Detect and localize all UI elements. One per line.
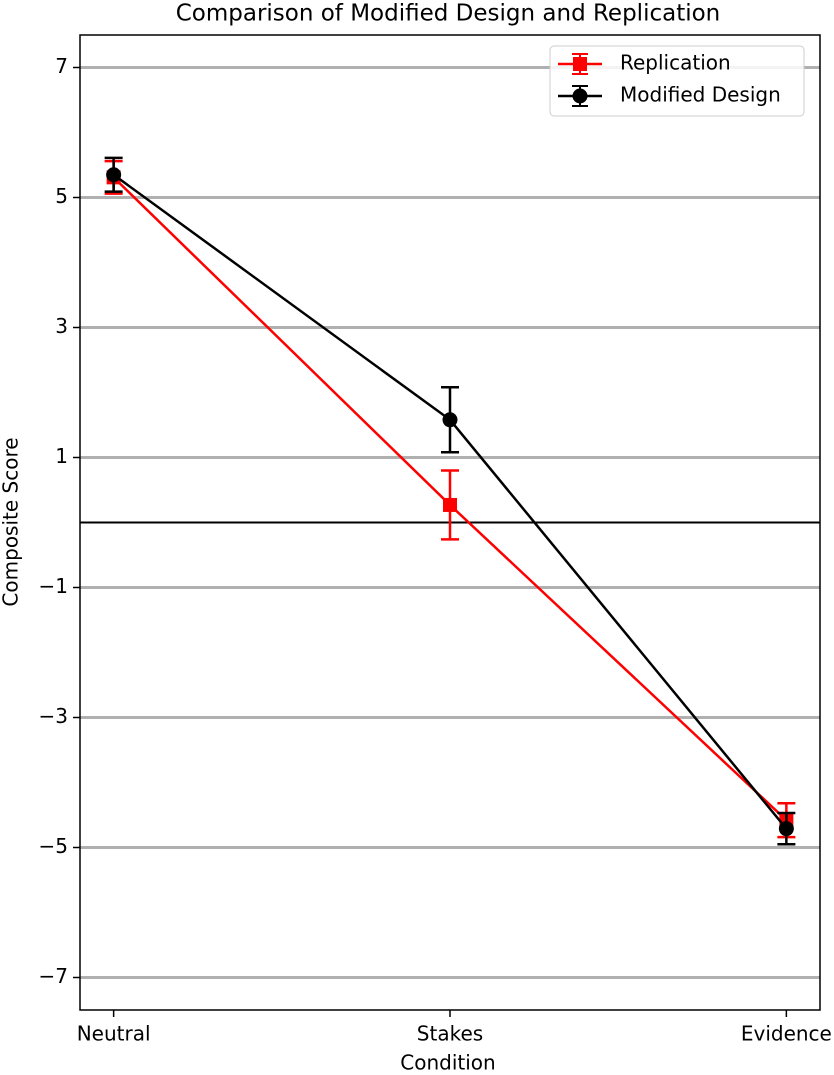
y-tick-label: 5 xyxy=(55,184,68,208)
y-tick-label: −5 xyxy=(39,834,68,858)
legend: Replication Modified Design xyxy=(549,45,805,117)
marker xyxy=(106,167,122,183)
marker xyxy=(442,412,458,428)
x-axis-label: Condition xyxy=(400,1051,495,1075)
marker xyxy=(778,821,794,837)
y-tick-label: −3 xyxy=(39,704,68,728)
y-tick-label: 1 xyxy=(55,444,68,468)
y-tick-label: −1 xyxy=(39,574,68,598)
x-tick-label: Evidence xyxy=(741,1022,832,1046)
legend-label: Replication xyxy=(620,51,731,75)
legend-label: Modified Design xyxy=(620,83,781,107)
chart-title: Comparison of Modified Design and Replic… xyxy=(176,1,721,27)
y-tick-label: 7 xyxy=(55,54,68,78)
y-tick-label: 3 xyxy=(55,314,68,338)
x-tick-label: Stakes xyxy=(417,1022,483,1046)
y-axis-label: Composite Score xyxy=(0,437,23,606)
y-tick-label: −7 xyxy=(39,964,68,988)
x-tick-label: Neutral xyxy=(77,1022,151,1046)
legend-box xyxy=(549,45,805,117)
marker xyxy=(572,88,588,104)
marker xyxy=(573,57,587,71)
plot-frame xyxy=(79,34,821,1011)
marker xyxy=(443,497,457,512)
